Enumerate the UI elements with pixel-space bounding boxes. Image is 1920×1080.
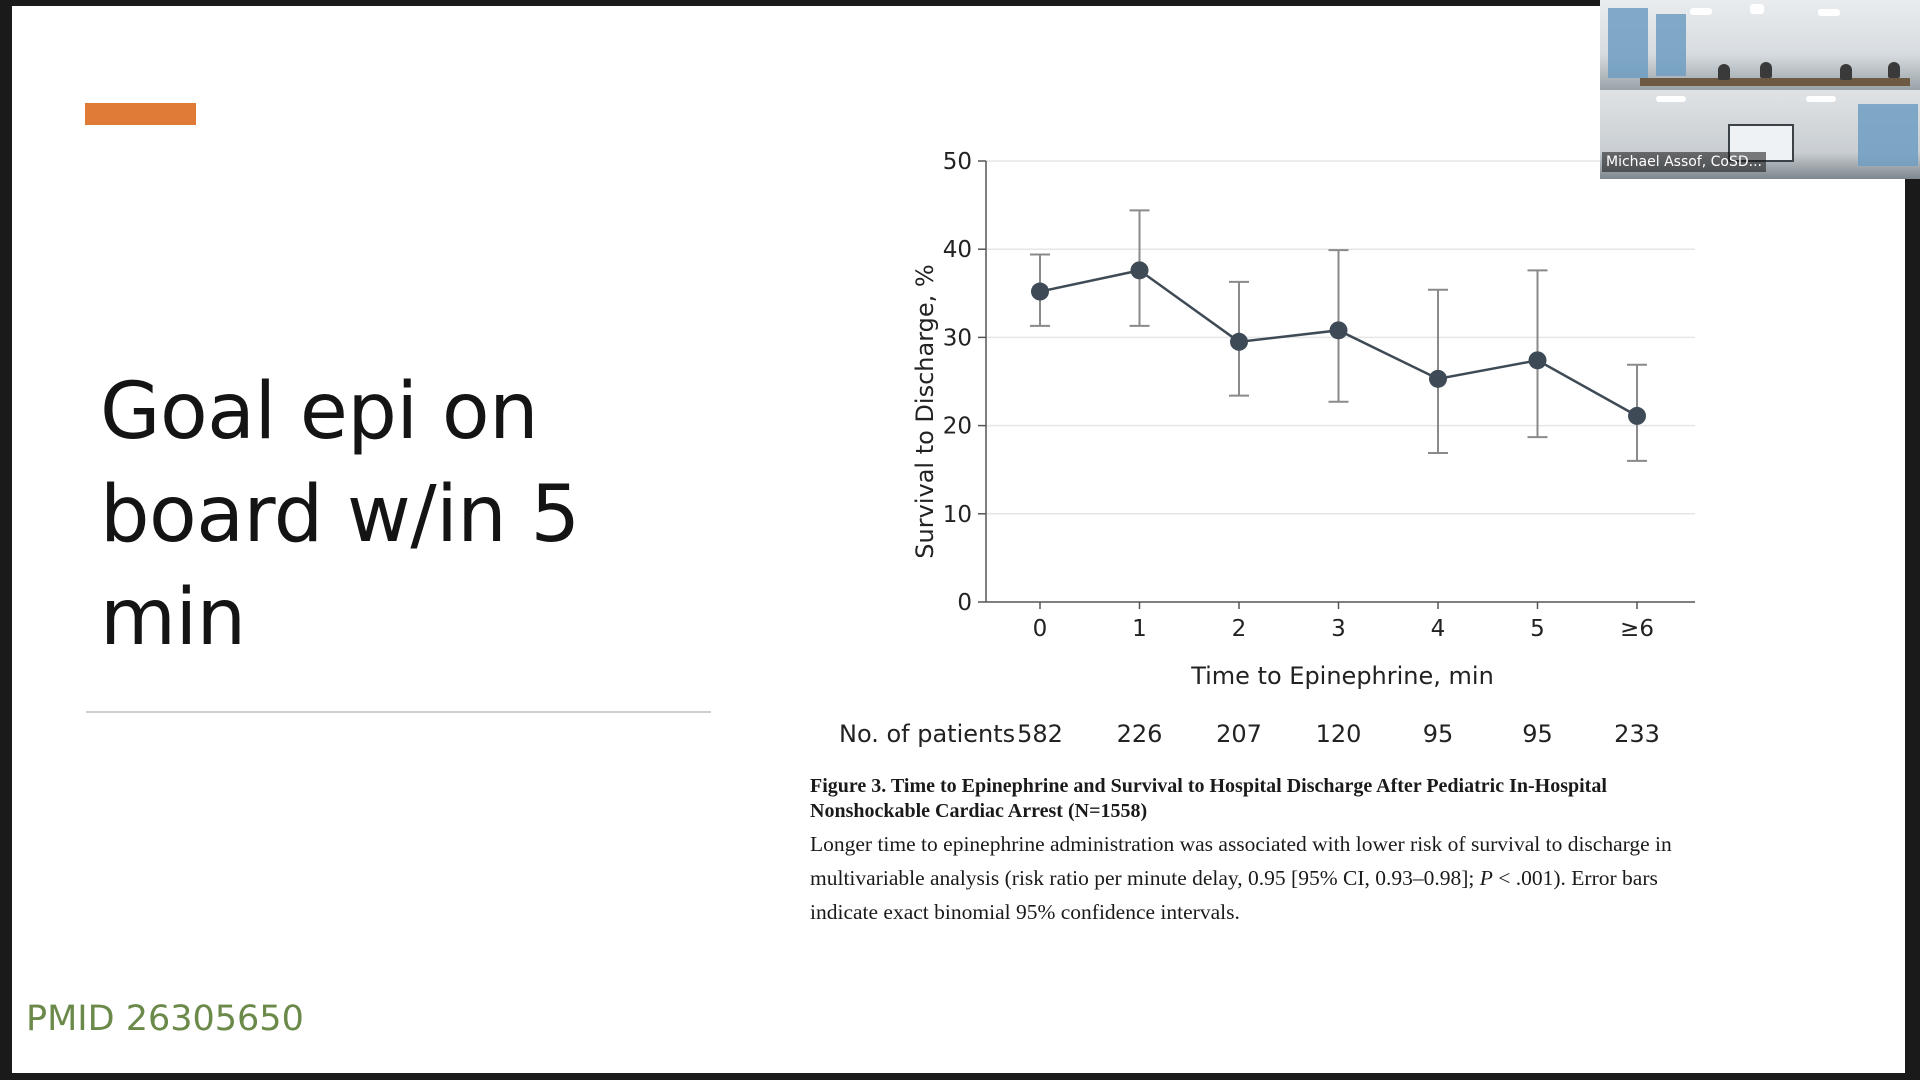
- participant-figure: [1888, 62, 1900, 78]
- caption-body-part1: Longer time to epinephrine administratio…: [810, 832, 1672, 890]
- ceiling-light: [1806, 96, 1836, 102]
- y-tick-label: 40: [943, 237, 972, 263]
- x-tick-label: 1: [1132, 616, 1147, 642]
- participant-name-label: Michael Assof, CoSD...: [1602, 152, 1766, 172]
- patients-count: 120: [1316, 720, 1362, 748]
- y-tick-label: 20: [943, 414, 972, 440]
- title-line: Goal epi on: [100, 367, 539, 457]
- patients-count: 207: [1216, 720, 1262, 748]
- caption-title: Figure 3. Time to Epinephrine and Surviv…: [810, 775, 1607, 822]
- data-point: [1429, 369, 1447, 388]
- participant-video-tile[interactable]: Michael Assof, CoSD...: [1600, 0, 1920, 179]
- patients-row-label: No. of patients: [839, 720, 1015, 748]
- room-window: [1656, 14, 1686, 76]
- x-tick-label: ≥6: [1620, 616, 1654, 642]
- y-axis-title: Survival to Discharge, %: [911, 264, 939, 558]
- caption-body: Longer time to epinephrine administratio…: [810, 827, 1730, 929]
- ceiling-light: [1656, 96, 1686, 102]
- x-tick-label: 2: [1232, 616, 1247, 642]
- patients-count: 95: [1522, 720, 1553, 748]
- caption-body-part2: < .001). Error bars indicate exact binom…: [810, 866, 1658, 924]
- slide-title: Goal epi on board w/in 5 min: [100, 361, 660, 670]
- y-tick-label: 10: [943, 502, 972, 528]
- x-tick-label: 0: [1033, 616, 1048, 642]
- participant-figure: [1718, 64, 1730, 80]
- ceiling-light: [1818, 9, 1840, 16]
- participant-figure: [1840, 64, 1852, 80]
- ceiling-light: [1690, 8, 1712, 15]
- title-divider: [86, 711, 711, 713]
- title-line: min: [100, 573, 246, 663]
- accent-bar: [85, 103, 196, 125]
- ceiling-light: [1750, 4, 1764, 14]
- title-line: board w/in 5: [100, 470, 580, 560]
- survival-chart: 0 10 20 30 40 50 0 1 2 3 4 5 ≥6 Time to Epinephrine, …: [839, 149, 1695, 748]
- participant-figure: [1760, 62, 1772, 78]
- data-point: [1130, 261, 1149, 280]
- y-tick-label: 30: [943, 325, 972, 351]
- room-window: [1608, 8, 1648, 78]
- data-point: [1230, 332, 1248, 351]
- data-point: [1628, 406, 1646, 425]
- patients-count: 95: [1423, 720, 1454, 748]
- presentation-slide: Goal epi on board w/in 5 min PMID 263056…: [12, 6, 1905, 1073]
- x-axis-title: Time to Epinephrine, min: [1190, 662, 1494, 690]
- x-tick-label: 4: [1431, 616, 1446, 642]
- data-point: [1528, 351, 1547, 370]
- patients-count: 233: [1614, 720, 1660, 748]
- data-point: [1031, 282, 1049, 301]
- x-tick-label: 5: [1530, 616, 1545, 642]
- data-point: [1329, 321, 1348, 340]
- figure-caption: Figure 3. Time to Epinephrine and Surviv…: [810, 774, 1730, 929]
- pmid-label: PMID 26305650: [26, 999, 304, 1039]
- y-tick-label: 0: [957, 590, 972, 616]
- caption-p-symbol: P: [1479, 866, 1493, 890]
- patients-count: 582: [1017, 720, 1063, 748]
- conference-table: [1640, 78, 1910, 86]
- y-tick-label: 50: [943, 149, 972, 175]
- x-tick-label: 3: [1331, 616, 1346, 642]
- room-window: [1858, 104, 1918, 166]
- patients-count: 226: [1117, 720, 1163, 748]
